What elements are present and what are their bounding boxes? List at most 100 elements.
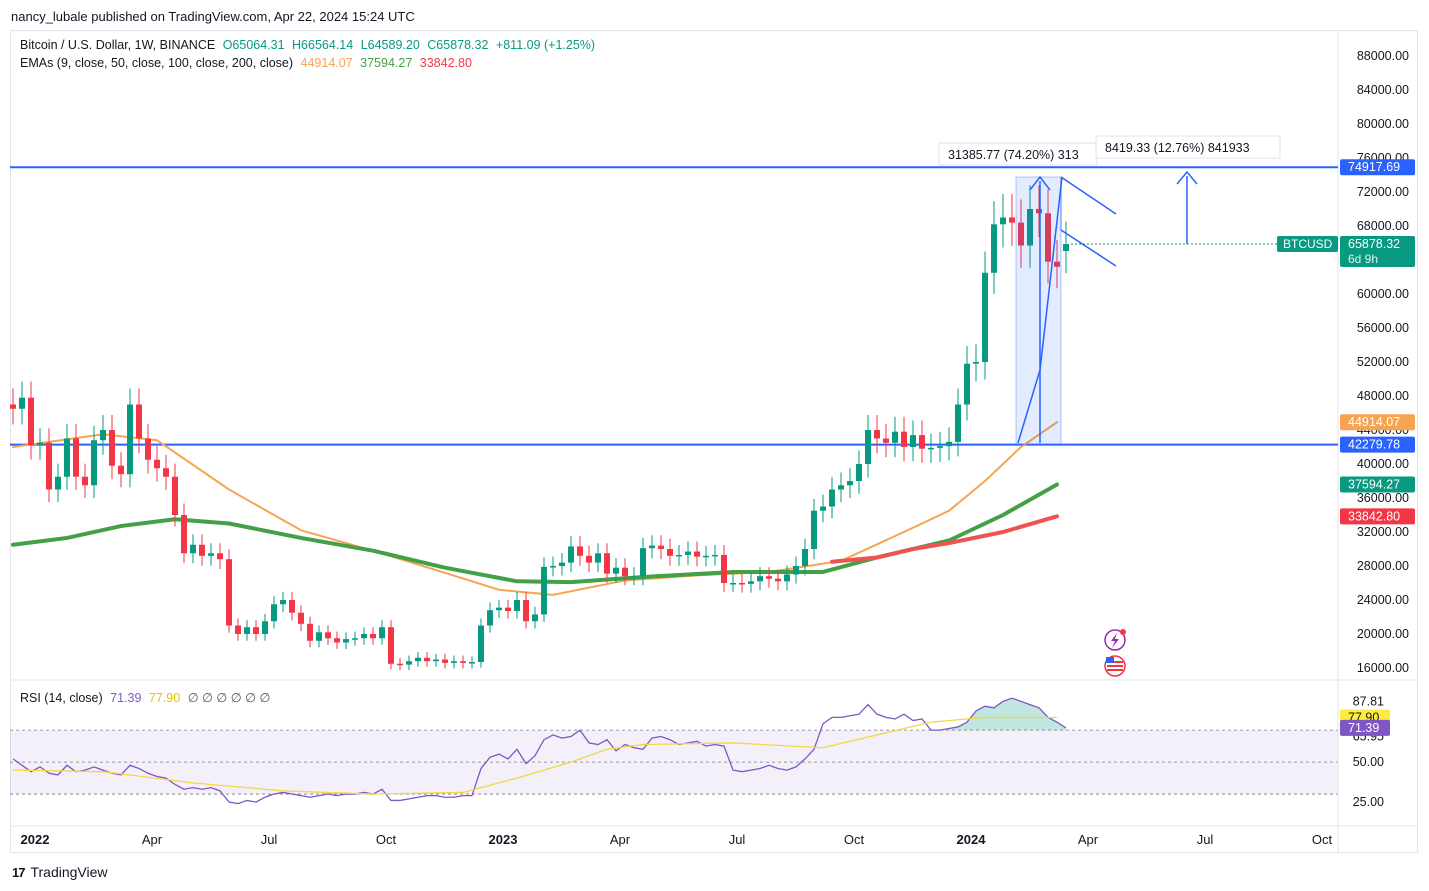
ema-price-tag-bg xyxy=(1340,508,1415,525)
ema-price-tag-bg xyxy=(1340,476,1415,493)
time-tick-label: Jul xyxy=(261,832,278,847)
candle-body xyxy=(613,567,619,574)
time-tick-label: Apr xyxy=(1078,832,1099,847)
candle-body xyxy=(604,553,610,574)
symbol-title[interactable]: Bitcoin / U.S. Dollar, 1W, BINANCE xyxy=(20,38,216,52)
ohlc-close: C65878.32 xyxy=(427,38,489,52)
candle-body xyxy=(451,661,457,663)
price-tick-label: 52000.00 xyxy=(1357,355,1409,369)
time-tick-label: 2023 xyxy=(489,832,518,847)
rsi-value: 71.39 xyxy=(110,691,142,705)
price-tags: 74917.69 42279.78 44914.07 37594.27 33842.80… xyxy=(1277,159,1415,736)
price-tick-label: 88000.00 xyxy=(1357,49,1409,63)
candle-body xyxy=(1054,261,1060,267)
price-tick-label: 28000.00 xyxy=(1357,559,1409,573)
candle-body xyxy=(127,404,133,475)
ohlc-change: +811.09 (+1.25%) xyxy=(495,38,596,52)
candle-body xyxy=(307,623,313,641)
candle-body xyxy=(487,610,493,626)
candle-body xyxy=(910,435,916,447)
candle-body xyxy=(685,551,691,555)
rsi-label[interactable]: RSI (14, close) xyxy=(20,691,103,705)
level-price-tag: 74917.69 xyxy=(1348,160,1400,174)
candle-body xyxy=(748,581,754,584)
candle-body xyxy=(46,442,52,490)
level-price-tag: 42279.78 xyxy=(1348,438,1400,452)
candle-body xyxy=(253,627,259,634)
candle-body xyxy=(37,442,43,446)
ema-price-tag: 33842.80 xyxy=(1348,509,1400,523)
candle-body xyxy=(469,662,475,664)
candle-body xyxy=(829,489,835,507)
level-price-tag-bg xyxy=(1340,436,1415,453)
measure-arrow-head xyxy=(1029,175,1051,191)
price-tick-label: 84000.00 xyxy=(1357,83,1409,97)
lightning-icon-dot xyxy=(1120,629,1126,635)
ema-lines xyxy=(11,421,1059,596)
candle-body xyxy=(595,553,601,563)
candle-body xyxy=(55,476,61,490)
candle-body xyxy=(892,431,898,443)
candle-body xyxy=(100,430,106,441)
candle-body xyxy=(334,638,340,643)
candle-body xyxy=(919,435,925,449)
candle-body xyxy=(163,468,169,477)
candle-body xyxy=(478,625,484,663)
price-tick-label: 80000.00 xyxy=(1357,117,1409,131)
time-tick-label: Apr xyxy=(142,832,163,847)
candle-body xyxy=(109,430,115,466)
ema-legend: EMAs (9, close, 50, close, 100, close, 2… xyxy=(20,56,476,70)
candle-body xyxy=(154,459,160,469)
candle-body xyxy=(19,397,25,409)
candle-body xyxy=(424,657,430,662)
price-tick-label: 36000.00 xyxy=(1357,491,1409,505)
candle-body xyxy=(928,447,934,450)
candle-body xyxy=(442,659,448,663)
level-price-tag-bg xyxy=(1340,159,1415,176)
candle-body xyxy=(10,404,16,409)
chart-icons xyxy=(1104,629,1126,677)
ema-label[interactable]: EMAs (9, close, 50, close, 100, close, 2… xyxy=(20,56,294,70)
price-tick-label: 20000.00 xyxy=(1357,627,1409,641)
candle-body xyxy=(712,554,718,557)
candle-body xyxy=(865,430,871,464)
candle-body xyxy=(361,634,367,639)
candles xyxy=(10,185,1338,671)
chart-frame xyxy=(10,30,1418,853)
candle-body xyxy=(406,661,412,665)
price-tick-label: 48000.00 xyxy=(1357,389,1409,403)
ema-price-tag: 37594.27 xyxy=(1348,477,1400,491)
time-tick-label: Oct xyxy=(376,832,397,847)
candle-body xyxy=(982,272,988,362)
candle-body xyxy=(496,607,502,611)
candle-body xyxy=(181,515,187,554)
candle-body xyxy=(64,438,70,477)
time-tick-label: Oct xyxy=(844,832,865,847)
symbol-legend: Bitcoin / U.S. Dollar, 1W, BINANCE O6506… xyxy=(20,38,599,52)
candle-body xyxy=(73,438,79,477)
candle-body xyxy=(658,545,664,549)
candle-body xyxy=(514,600,520,612)
candle-body xyxy=(343,639,349,643)
candle-body xyxy=(316,632,322,641)
candle-body xyxy=(388,627,394,664)
candle-body xyxy=(325,632,331,639)
flag-upper-line xyxy=(1060,176,1117,215)
candle-body xyxy=(937,446,943,448)
price-tick-label: 40000.00 xyxy=(1357,457,1409,471)
measure-label-1: 31385.77 (74.20%) 313 xyxy=(948,148,1079,162)
candle-body xyxy=(874,430,880,439)
tradingview-logo-icon: 17 xyxy=(12,864,26,880)
tradingview-footer[interactable]: 17 TradingView xyxy=(12,864,108,880)
grid xyxy=(10,31,1418,852)
rsi-line xyxy=(12,697,1067,805)
candle-body xyxy=(856,464,862,481)
flag-lower-line xyxy=(1060,229,1117,267)
candle-body xyxy=(289,600,295,613)
candle-body xyxy=(784,574,790,582)
ema-price-tag: 44914.07 xyxy=(1348,415,1400,429)
candle-body xyxy=(82,476,88,486)
candle-body xyxy=(964,363,970,405)
candle-body xyxy=(136,404,142,439)
